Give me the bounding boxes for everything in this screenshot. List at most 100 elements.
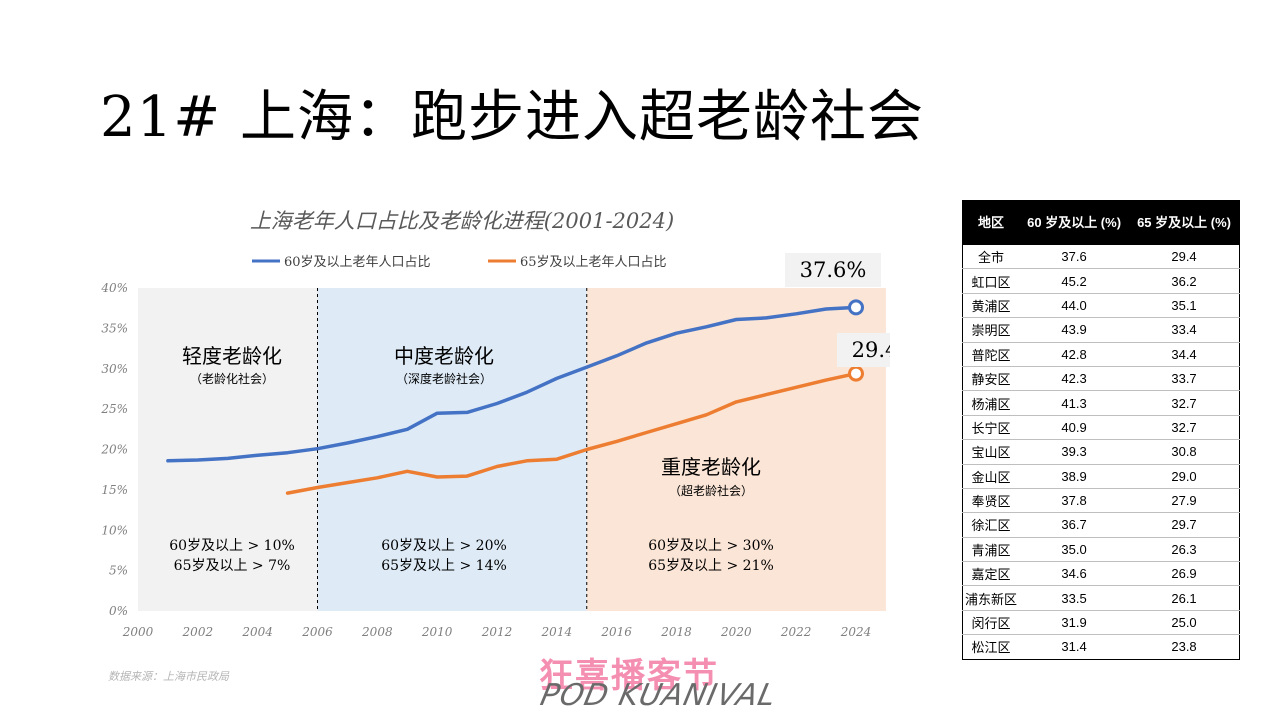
page-title: 21# 上海：跑步进入超老龄社会 — [100, 85, 924, 150]
y-tick-label: 0% — [109, 604, 128, 618]
district-name-cell: 崇明区 — [962, 317, 1020, 343]
stage-band — [586, 288, 886, 611]
value-cell: 33.4 — [1129, 317, 1240, 343]
table-row: 普陀区 42.8 34.4 — [962, 342, 1240, 367]
value-cell: 35.1 — [1129, 293, 1240, 319]
table-row: 静安区 42.3 33.7 — [962, 366, 1240, 392]
value-cell: 44.0 — [1019, 293, 1130, 319]
y-tick-label: 30% — [101, 362, 128, 376]
stage-criterion: 65岁及以上 > 7% — [174, 558, 291, 574]
series-line — [166, 305, 858, 463]
value-cell: 37.8 — [1019, 488, 1130, 514]
stage-subtitle: （老龄化社会） — [190, 371, 274, 386]
stage-band — [317, 288, 587, 611]
district-name-cell: 闵行区 — [962, 610, 1020, 636]
y-tick-label: 20% — [100, 443, 128, 457]
y-tick-label: 25% — [100, 402, 128, 416]
district-name-cell: 普陀区 — [962, 342, 1020, 367]
table-row: 松江区 31.4 23.8 — [963, 635, 1240, 659]
x-tick-label: 2008 — [361, 625, 393, 639]
stage-subtitle: （深度老龄社会） — [396, 371, 492, 386]
value-cell: 32.7 — [1129, 390, 1240, 416]
value-cell: 38.9 — [1019, 464, 1130, 489]
x-tick-label: 2024 — [840, 625, 872, 639]
value-cell: 30.8 — [1129, 439, 1240, 465]
value-cell: 29.7 — [1129, 512, 1240, 538]
district-name-cell: 宝山区 — [962, 439, 1020, 465]
stage-criterion: 60岁及以上 > 10% — [169, 538, 295, 554]
table-row: 嘉定区 34.6 26.9 — [962, 561, 1240, 587]
district-name-cell: 黄浦区 — [962, 293, 1020, 319]
stage-name: 轻度老龄化 — [182, 344, 282, 368]
table-row: 杨浦区 41.3 32.7 — [962, 390, 1240, 416]
series-line — [285, 371, 858, 495]
value-cell: 26.1 — [1129, 585, 1240, 611]
value-cell: 29.4 — [1129, 245, 1240, 270]
chart-title: 上海老年人口占比及老龄化进程(2001-2024) — [250, 209, 674, 233]
district-name-cell: 虹口区 — [962, 268, 1020, 294]
district-name-cell: 奉贤区 — [962, 488, 1020, 514]
x-tick-label: 2012 — [481, 625, 513, 639]
value-cell: 35.0 — [1019, 537, 1130, 563]
x-tick-label: 2018 — [660, 625, 692, 639]
table-row: 虹口区 45.2 36.2 — [962, 268, 1240, 294]
stage-criterion: 65岁及以上 > 21% — [648, 558, 774, 574]
table-row: 青浦区 35.0 26.3 — [962, 537, 1240, 563]
x-tick-label: 2010 — [421, 625, 453, 639]
table-row: 长宁区 40.9 32.7 — [962, 415, 1240, 441]
value-cell: 43.9 — [1019, 317, 1130, 343]
value-cell: 23.8 — [1171, 639, 1197, 655]
value-cell: 26.3 — [1129, 537, 1240, 563]
stage-subtitle: （超老龄社会） — [669, 483, 753, 498]
x-tick-label: 2020 — [720, 625, 752, 639]
aging-chart: 上海老年人口占比及老龄化进程(2001-2024) 轻度老龄化 （老龄化社会） 60岁… — [90, 200, 933, 654]
value-cell: 36.2 — [1129, 268, 1240, 294]
district-name-cell: 松江区 — [971, 640, 1011, 656]
value-cell: 40.9 — [1019, 415, 1130, 441]
data-source-note: 数据来源：上海市民政局 — [108, 670, 229, 683]
logo-text-cn: 狂喜播客节 — [539, 656, 719, 696]
value-cell: 26.9 — [1129, 561, 1240, 587]
table-header-row: 地区 60 岁及以上 (%) 65 岁及以上 (%) — [962, 200, 1240, 245]
stage-criterion: 65岁及以上 > 14% — [381, 558, 507, 574]
district-name-cell: 全市 — [962, 245, 1020, 270]
district-name-cell: 静安区 — [962, 366, 1020, 392]
x-tick-label: 2016 — [600, 625, 632, 639]
value-cell: 25.0 — [1129, 610, 1240, 636]
series-end-marker — [848, 365, 864, 382]
stage-name: 重度老龄化 — [661, 455, 761, 479]
podkunival-logo: 狂喜播客节 POD KUANIVAL — [535, 648, 779, 718]
logo-text-en: POD KUANIVAL — [537, 678, 780, 713]
table-row: 奉贤区 37.8 27.9 — [962, 488, 1240, 514]
table-header: 65 岁及以上 (%) — [1129, 200, 1240, 245]
y-tick-label: 10% — [101, 523, 128, 537]
stage-criterion: 60岁及以上 > 30% — [648, 538, 774, 554]
end-label-box — [785, 253, 881, 287]
value-cell: 42.8 — [1019, 342, 1130, 367]
series-end-marker — [848, 299, 864, 316]
value-cell: 27.9 — [1129, 488, 1240, 514]
value-cell: 32.7 — [1129, 415, 1240, 441]
legend-label: 65岁及以上老年人口占比 — [520, 255, 667, 270]
district-name-cell: 嘉定区 — [962, 561, 1020, 587]
stage-name: 中度老龄化 — [394, 344, 494, 368]
x-tick-label: 2002 — [182, 625, 214, 639]
district-name-cell: 浦东新区 — [962, 585, 1020, 611]
value-cell: 31.9 — [1019, 610, 1130, 636]
stage-band — [138, 288, 318, 611]
legend-label: 60岁及以上老年人口占比 — [284, 255, 431, 270]
table-row: 金山区 38.9 29.0 — [962, 464, 1240, 489]
value-cell: 34.4 — [1129, 342, 1240, 367]
x-tick-label: 2000 — [122, 625, 154, 639]
x-tick-label: 2006 — [301, 625, 333, 639]
chart-canvas: 上海老年人口占比及老龄化进程(2001-2024) 轻度老龄化 （老龄化社会） 60岁… — [100, 209, 933, 639]
table-row: 徐汇区 36.7 29.7 — [962, 512, 1240, 538]
district-name-cell: 青浦区 — [962, 537, 1020, 563]
x-tick-label: 2014 — [541, 625, 573, 639]
table-header: 60 岁及以上 (%) — [1019, 200, 1130, 245]
table-row: 宝山区 39.3 30.8 — [962, 439, 1240, 465]
district-name-cell: 长宁区 — [962, 415, 1020, 441]
value-cell: 34.6 — [1019, 561, 1130, 587]
table-header: 地区 — [962, 200, 1020, 245]
value-cell: 29.0 — [1129, 464, 1240, 489]
